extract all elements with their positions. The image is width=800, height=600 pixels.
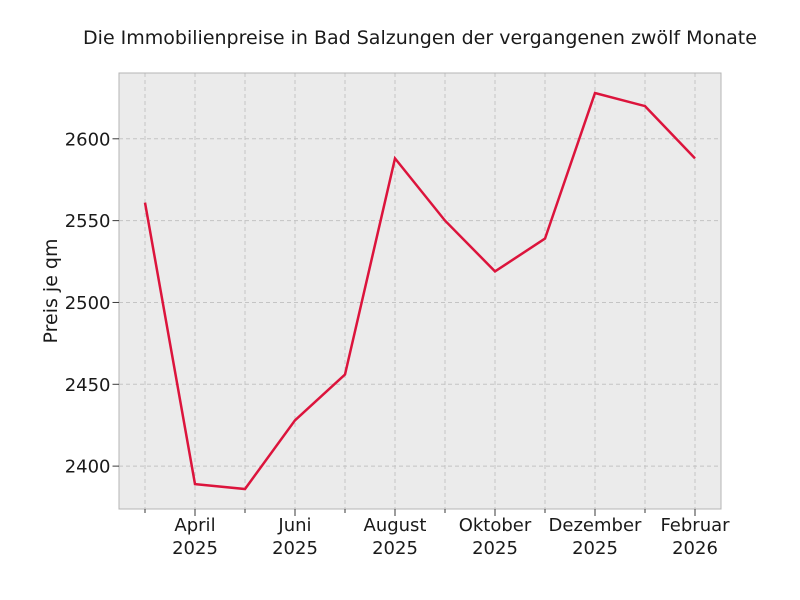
y-tick-label: 2450 (65, 375, 111, 396)
y-axis-label: Preis je qm (40, 238, 62, 343)
x-tick-label-month: Dezember (549, 515, 642, 536)
y-tick-label: 2400 (65, 457, 111, 478)
x-tick-label-year: 2025 (172, 538, 218, 559)
chart-title: Die Immobilienpreise in Bad Salzungen de… (83, 27, 757, 49)
x-tick-label-year: 2025 (372, 538, 418, 559)
plot-layer: April2025Juni2025August2025Oktober2025De… (65, 72, 730, 559)
x-tick-label-month: Oktober (459, 515, 532, 536)
y-tick-label: 2550 (65, 211, 111, 232)
x-tick-label-year: 2025 (472, 538, 518, 559)
x-tick-label-month: April (174, 515, 215, 536)
x-tick-label-month: Juni (277, 515, 311, 536)
plot-border (118, 72, 722, 510)
y-tick-label: 2500 (65, 293, 111, 314)
x-tick-label-year: 2026 (672, 538, 718, 559)
y-tick-label: 2600 (65, 129, 111, 150)
x-tick-label-month: August (364, 515, 427, 536)
x-tick-label-month: Februar (660, 515, 730, 536)
x-tick-label-year: 2025 (572, 538, 618, 559)
price-line (143, 91, 696, 491)
x-tick-label-year: 2025 (272, 538, 318, 559)
plot-background (119, 73, 721, 509)
